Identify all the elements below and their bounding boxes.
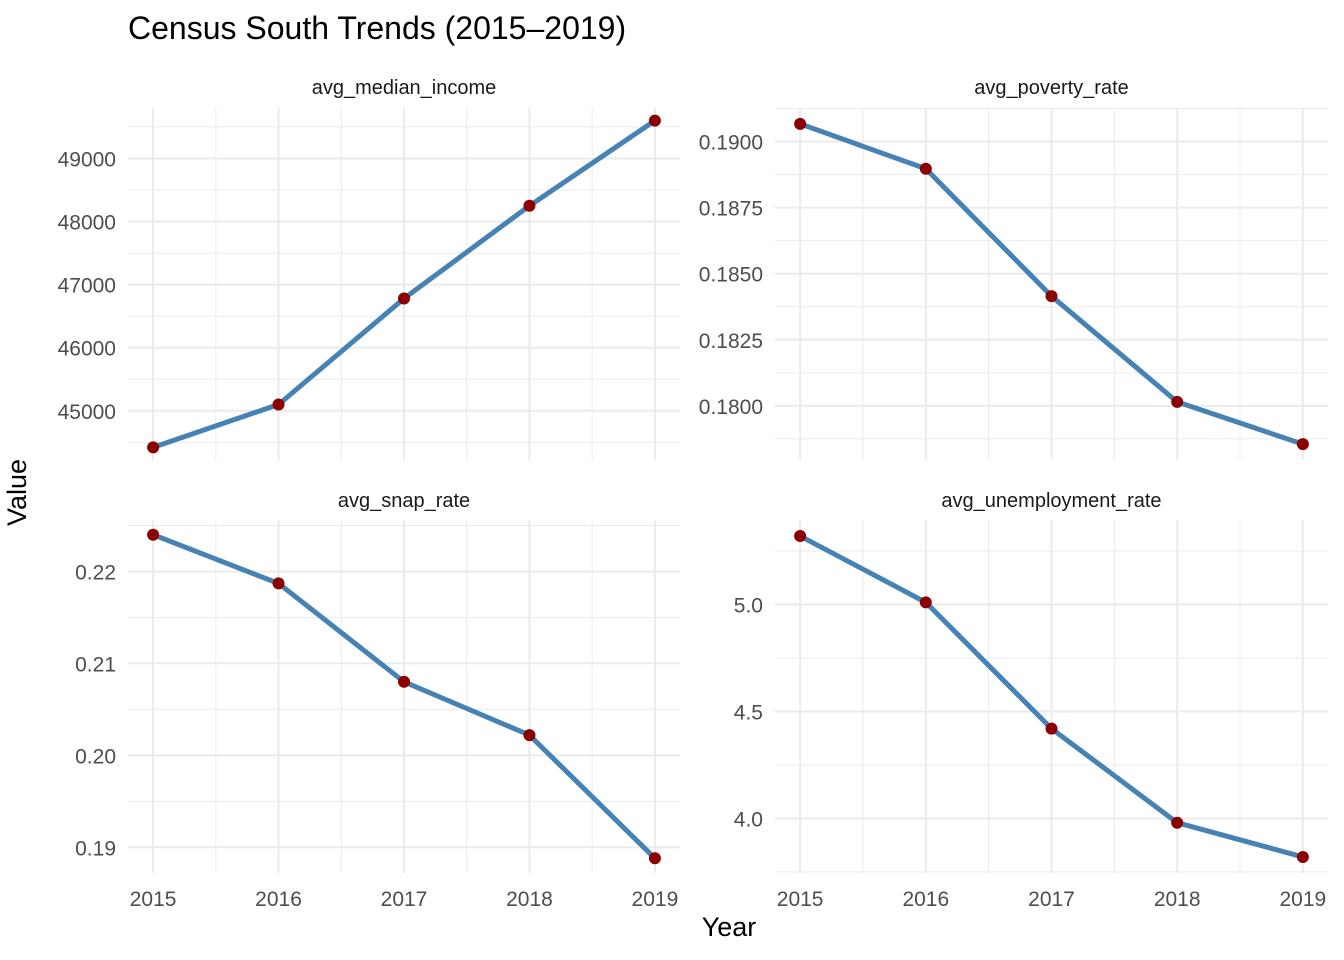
y-tick-label: 47000 [58, 275, 116, 298]
y-tick-label: 5.0 [734, 595, 763, 618]
y-tick-label: 0.21 [75, 653, 116, 676]
data-point [648, 114, 661, 127]
y-tick-label: 49000 [58, 148, 116, 171]
x-tick-label: 2015 [130, 888, 177, 911]
data-point [1296, 438, 1309, 451]
y-axis-title: Value [2, 458, 32, 526]
x-tick-label: 2019 [1280, 888, 1327, 911]
x-tick-label: 2019 [632, 888, 679, 911]
y-tick-label: 4.5 [734, 701, 763, 724]
panel-title: avg_unemployment_rate [941, 490, 1161, 512]
data-point [1045, 722, 1058, 735]
y-tick-label: 0.1825 [699, 330, 763, 353]
chart-title: Census South Trends (2015–2019) [128, 10, 627, 46]
data-point [1171, 816, 1184, 829]
x-tick-label: 2016 [902, 888, 949, 911]
x-tick-label: 2017 [381, 888, 428, 911]
x-axis-title: Year [701, 912, 757, 942]
y-tick-label: 0.22 [75, 561, 116, 584]
x-tick-label: 2016 [255, 888, 302, 911]
x-tick-label: 2015 [777, 888, 824, 911]
data-point [919, 596, 932, 609]
data-point [794, 117, 807, 130]
x-tick-label: 2017 [1028, 888, 1075, 911]
data-point [147, 528, 160, 541]
data-point [794, 530, 807, 543]
data-point [1045, 290, 1058, 303]
data-point [523, 729, 536, 742]
data-point [272, 577, 285, 590]
panel-title: avg_poverty_rate [974, 77, 1129, 99]
y-tick-label: 46000 [58, 338, 116, 361]
y-tick-label: 0.20 [75, 745, 116, 768]
y-tick-label: 4.0 [734, 808, 763, 831]
x-tick-label: 2018 [506, 888, 553, 911]
y-tick-label: 0.1850 [699, 264, 763, 287]
x-tick-label: 2018 [1154, 888, 1201, 911]
data-point [1171, 395, 1184, 408]
data-point [919, 162, 932, 175]
y-tick-label: 0.1900 [699, 132, 763, 155]
y-tick-label: 0.1875 [699, 198, 763, 221]
data-point [648, 852, 661, 865]
data-point [523, 199, 536, 212]
data-point [398, 675, 410, 688]
y-tick-label: 0.1800 [699, 396, 763, 419]
y-tick-label: 45000 [58, 401, 116, 424]
data-point [147, 441, 160, 454]
panel-title: avg_median_income [312, 77, 497, 99]
panel-title: avg_snap_rate [338, 490, 470, 512]
data-point [398, 292, 410, 305]
y-tick-label: 0.19 [75, 837, 116, 860]
y-tick-label: 48000 [58, 212, 116, 235]
data-point [1296, 850, 1309, 863]
data-point [272, 398, 285, 411]
